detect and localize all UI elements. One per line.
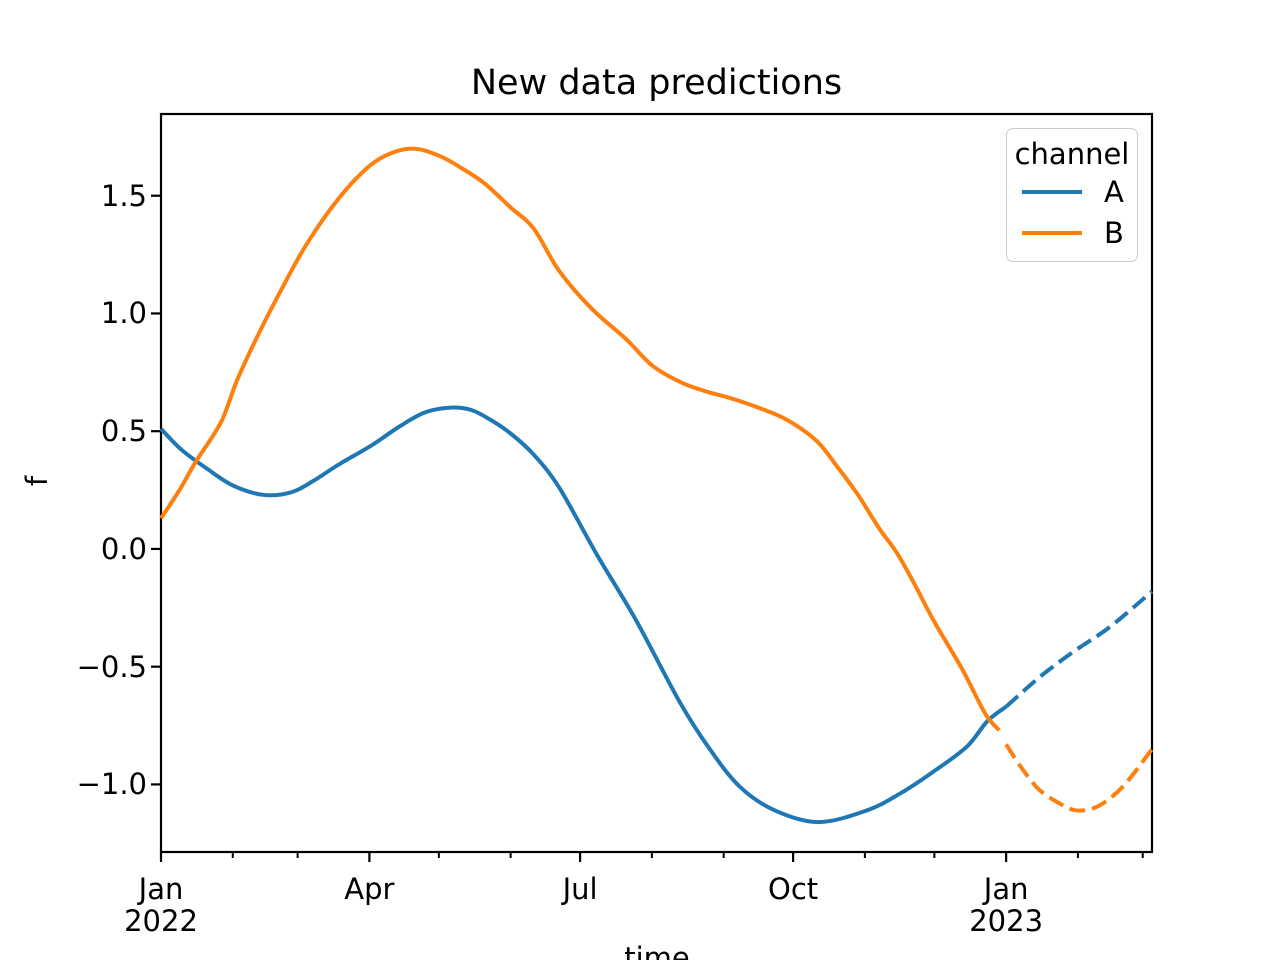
x-tick-month: Jan	[983, 872, 1029, 906]
y-axis-label: f	[20, 475, 54, 487]
x-tick-year: 2022	[124, 904, 198, 938]
y-tick-label: −0.5	[76, 649, 147, 684]
x-tick-month: Jul	[562, 872, 598, 906]
y-tick-label: 0.5	[100, 414, 147, 449]
series-A-observed-line	[159, 405, 1008, 825]
x-tick-year: 2023	[969, 904, 1044, 938]
x-axis-label: time	[624, 941, 690, 960]
legend-entry-label: A	[1104, 174, 1124, 209]
series-B-forecast-line	[1004, 743, 1154, 813]
chart-title: New data predictions	[470, 63, 843, 103]
x-tick-month: Apr	[344, 872, 395, 906]
x-tick-month: Oct	[768, 872, 819, 906]
x-tick-month: Jan	[138, 872, 184, 906]
legend-line-swatch-B	[1022, 230, 1082, 235]
x-tick-label: Jan 2022	[124, 873, 198, 937]
y-tick-label: −1.0	[76, 767, 147, 802]
y-tick-label: 1.5	[100, 178, 147, 213]
x-tick-label: Jan 2023	[969, 873, 1043, 937]
legend-entry-A: A	[1007, 171, 1137, 212]
y-tick-label: 0.0	[100, 531, 147, 566]
legend-entry-label: B	[1104, 215, 1124, 250]
legend-line-swatch-A	[1022, 189, 1082, 194]
series-A-forecast-line	[1004, 589, 1154, 709]
x-tick-label: Apr	[344, 873, 394, 905]
axes-spines	[159, 112, 1154, 854]
legend-title: channel	[1014, 137, 1130, 171]
x-tick-label: Oct	[768, 873, 818, 905]
series-B-observed-line	[159, 146, 1001, 732]
y-tick-label: 1.0	[100, 296, 147, 331]
legend-entry-B: B	[1007, 212, 1137, 253]
x-tick-label: Jul	[563, 873, 598, 905]
